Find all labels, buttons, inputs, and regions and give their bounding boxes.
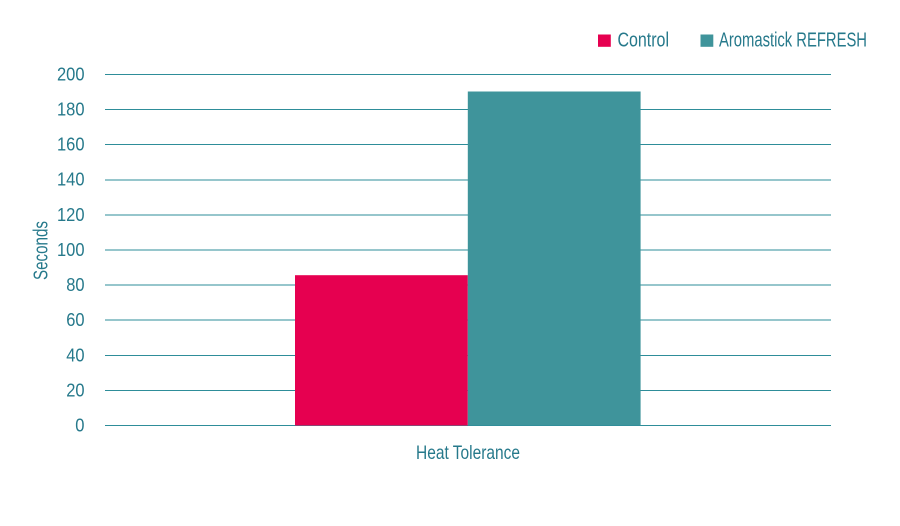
svg-text:Seconds: Seconds [31, 221, 53, 280]
svg-text:180: 180 [57, 98, 85, 119]
svg-text:160: 160 [57, 134, 85, 155]
svg-text:100: 100 [57, 239, 85, 260]
svg-text:0: 0 [75, 415, 84, 436]
svg-text:Aromastick REFRESH: Aromastick REFRESH [719, 29, 867, 51]
svg-text:40: 40 [66, 344, 84, 365]
svg-text:20: 20 [66, 380, 84, 401]
svg-text:140: 140 [57, 169, 85, 190]
svg-text:Heat Tolerance: Heat Tolerance [416, 442, 520, 464]
svg-text:200: 200 [57, 63, 85, 84]
svg-text:80: 80 [66, 274, 84, 295]
svg-text:Control: Control [618, 29, 670, 51]
svg-text:120: 120 [57, 204, 85, 225]
svg-text:60: 60 [66, 309, 84, 330]
